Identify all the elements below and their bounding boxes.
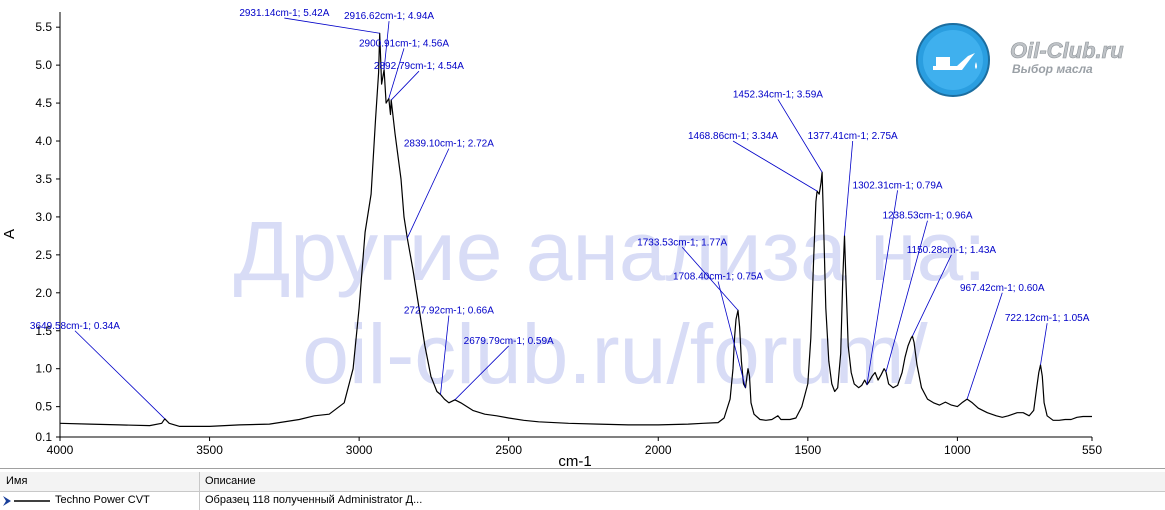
- logo-subtitle: Выбор масла: [1012, 62, 1093, 76]
- peak-leader-line: [885, 220, 928, 372]
- peak-label: 2900.91cm-1; 4.56A: [359, 38, 449, 49]
- y-tick-label: 1.0: [35, 362, 52, 376]
- peak-leader-line: [912, 254, 952, 337]
- peak-label: 967.42cm-1; 0.60A: [960, 283, 1045, 294]
- x-ticks: 4000 3500 3000 2500 2000 1500 1000 550: [47, 437, 1102, 457]
- peak-label: 2839.10cm-1; 2.72A: [404, 139, 494, 150]
- peak-leader-line: [866, 190, 898, 385]
- x-tick-label: 2000: [645, 443, 672, 457]
- logo-title: Oil-Club.ru: [1010, 38, 1124, 63]
- y-tick-label: 2.0: [35, 286, 52, 300]
- y-tick-label: 3.5: [35, 172, 52, 186]
- legend-header-name[interactable]: Имя: [6, 475, 28, 487]
- peak-leader-line: [383, 21, 390, 70]
- y-tick-label: 1.5: [35, 324, 52, 338]
- watermark-line-2: oil-club.ru/forum/: [302, 307, 928, 401]
- x-tick-label: 2500: [495, 443, 522, 457]
- y-tick-label: 5.5: [35, 20, 52, 34]
- peak-label: 1452.34cm-1; 3.59A: [733, 89, 823, 100]
- x-tick-label: 1000: [944, 443, 971, 457]
- peak-leader-line: [966, 292, 1003, 400]
- peak-label: 722.12cm-1; 1.05A: [1005, 313, 1090, 324]
- y-tick-label: 0.1: [35, 430, 52, 444]
- peak-label: 2727.92cm-1; 0.66A: [404, 306, 494, 317]
- y-tick-label: 3.0: [35, 210, 52, 224]
- y-tick-label: 2.5: [35, 248, 52, 262]
- y-axis-title: A: [1, 229, 18, 239]
- x-axis-title: cm-1: [558, 453, 591, 468]
- x-tick-label: 3000: [346, 443, 373, 457]
- legend-row-divider: [199, 491, 200, 510]
- series-line-swatch: [3, 496, 50, 506]
- legend-header-row: Имя Описание: [0, 472, 1165, 492]
- row-pointer-icon: [3, 496, 11, 506]
- peak-label: 3649.58cm-1; 0.34A: [30, 321, 120, 332]
- peak-label: 1238.53cm-1; 0.96A: [882, 211, 972, 222]
- legend-column-divider[interactable]: [199, 472, 200, 491]
- legend-row-name: Techno Power CVT: [55, 494, 150, 506]
- peak-label: 1733.53cm-1; 1.77A: [637, 237, 727, 248]
- spectrum-chart: Другие анализа на: oil-club.ru/forum/ Oi…: [1, 8, 1125, 468]
- annotation-layer: 3649.58cm-1; 0.34A 2931.14cm-1; 5.42A 2916…: [30, 8, 1090, 420]
- x-tick-label: 3500: [196, 443, 223, 457]
- peak-leader-line: [681, 247, 739, 311]
- peak-leader-line: [732, 140, 818, 192]
- x-tick-label: 1500: [794, 443, 821, 457]
- peak-label: 2892.79cm-1; 4.54A: [374, 61, 464, 72]
- legend-row-description: Образец 118 полученный Administrator Д..…: [205, 494, 423, 506]
- legend-row[interactable]: Techno Power CVT Образец 118 полученный …: [0, 491, 1165, 510]
- y-ticks: 0.1 0.5 1.0 1.5 2.0 2.5 3.0 3.5 4.0 4.5 5.0 5.5: [35, 20, 60, 444]
- peak-label: 2931.14cm-1; 5.42A: [239, 8, 329, 19]
- peak-leader-line: [284, 17, 380, 34]
- oil-club-logo: Oil-Club.ru Выбор масла: [916, 23, 1125, 97]
- peak-leader-line: [1040, 323, 1048, 365]
- y-tick-label: 0.5: [35, 400, 52, 414]
- y-tick-label: 4.5: [35, 96, 52, 110]
- spectrum-line: [59, 32, 1092, 427]
- peak-label: 1302.31cm-1; 0.79A: [853, 180, 943, 191]
- series-layer: [59, 32, 1092, 427]
- y-tick-label: 5.0: [35, 58, 52, 72]
- peak-leader-line: [388, 48, 405, 99]
- legend-header-description[interactable]: Описание: [205, 475, 256, 487]
- watermark: Другие анализа на: oil-club.ru/forum/: [233, 204, 986, 401]
- legend-table: Имя Описание Techno Power CVT Образец 11…: [0, 468, 1165, 510]
- y-tick-label: 4.0: [35, 134, 52, 148]
- peak-label: 2679.79cm-1; 0.59A: [464, 336, 554, 347]
- peak-label: 1468.86cm-1; 3.34A: [688, 131, 778, 142]
- peak-leader-line: [454, 345, 509, 401]
- peak-leader-line: [390, 70, 420, 101]
- peak-leader-line: [844, 140, 854, 236]
- peak-label: 1708.40cm-1; 0.75A: [673, 271, 763, 282]
- watermark-line-1: Другие анализа на:: [233, 204, 986, 298]
- oil-can-icon: [916, 23, 990, 97]
- peak-leader-line: [440, 315, 450, 395]
- peak-label: 2916.62cm-1; 4.94A: [344, 11, 434, 22]
- peak-leader-line: [74, 330, 166, 420]
- peak-leader-line: [777, 99, 823, 173]
- peak-label: 1377.41cm-1; 2.75A: [808, 131, 898, 142]
- x-tick-label: 4000: [47, 443, 74, 457]
- peak-label: 1150.28cm-1; 1.43A: [907, 245, 997, 256]
- peak-leader-line: [406, 148, 450, 239]
- x-tick-label: 550: [1082, 443, 1102, 457]
- peak-leader-line: [717, 281, 746, 388]
